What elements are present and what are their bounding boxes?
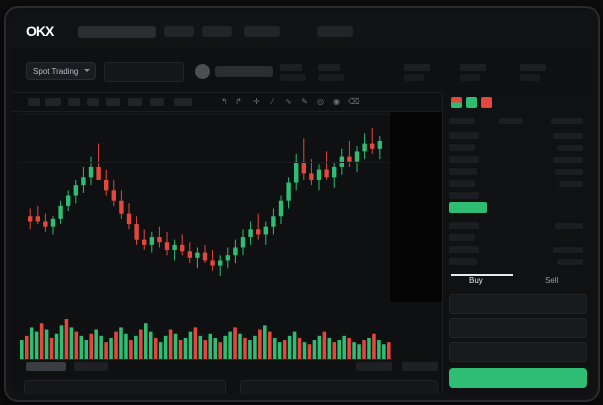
tab-buy-underline — [451, 274, 513, 276]
submit-order-button[interactable] — [449, 368, 587, 388]
stat-4-value — [460, 74, 480, 81]
chevron-down-icon — [84, 69, 90, 72]
tab-buy[interactable]: Buy — [469, 276, 483, 285]
stat-2-value — [318, 74, 344, 81]
coin-avatar — [195, 64, 210, 79]
order-total-field[interactable] — [449, 342, 587, 362]
table-row[interactable] — [449, 246, 479, 253]
stat-5-label — [520, 64, 546, 71]
volume-chart — [20, 314, 392, 360]
nav-item-1[interactable] — [164, 26, 194, 37]
magnet-icon[interactable]: ◎ — [317, 97, 324, 106]
bottom-panel-1[interactable] — [24, 380, 226, 394]
interval-button-6[interactable] — [128, 98, 142, 106]
eraser-icon[interactable]: ⌫ — [348, 97, 360, 106]
redo-icon[interactable]: ↱ — [235, 97, 242, 106]
interval-button-3[interactable] — [68, 98, 80, 106]
interval-button-2[interactable] — [45, 98, 61, 106]
bottom-tab-right-2[interactable] — [402, 362, 438, 371]
nav-item-2[interactable] — [202, 26, 232, 37]
stat-3-label — [404, 64, 430, 71]
table-row[interactable] — [449, 192, 479, 199]
spread-highlight — [449, 202, 487, 213]
orderbook-col-2 — [499, 118, 523, 124]
orderbook-bids-icon[interactable] — [466, 97, 477, 108]
interval-button-5[interactable] — [106, 98, 120, 106]
table-row[interactable] — [449, 222, 479, 229]
nav-item-3[interactable] — [244, 26, 280, 37]
pencil-icon[interactable]: ✎ — [301, 97, 308, 106]
price-chart[interactable] — [20, 114, 438, 310]
orderbook-both-icon[interactable] — [451, 97, 462, 108]
stat-2-label — [318, 64, 340, 71]
interval-button-4[interactable] — [87, 98, 99, 106]
stat-5-value — [520, 74, 540, 81]
undo-icon[interactable]: ↰ — [221, 97, 228, 106]
overlay-shadow — [390, 112, 442, 302]
order-price-field[interactable] — [449, 294, 587, 314]
market-type-label: Spot Trading — [33, 67, 79, 76]
last-price-value — [215, 66, 273, 77]
order-amount-field[interactable] — [449, 318, 587, 338]
device-frame: OKX Spot Trading ↰ ↱ ✛ ⁄ ∿ ✎ ◎ ◉ ⌫ — [4, 6, 600, 402]
pair-selector[interactable] — [104, 62, 184, 82]
trading-app: OKX Spot Trading ↰ ↱ ✛ ⁄ ∿ ✎ ◎ ◉ ⌫ — [12, 14, 592, 394]
orderbook-col-3 — [551, 118, 583, 124]
orderbook-col-1 — [449, 118, 475, 124]
stat-1-value — [280, 74, 306, 81]
bottom-panel-2[interactable] — [240, 380, 438, 394]
table-row[interactable] — [449, 180, 475, 187]
search-input[interactable] — [78, 26, 156, 38]
table-row[interactable] — [449, 258, 477, 265]
orderbook-asks-icon[interactable] — [481, 97, 492, 108]
tab-sell[interactable]: Sell — [545, 276, 559, 285]
top-navigation-bar: OKX — [12, 14, 592, 48]
bottom-tab-2[interactable] — [74, 362, 108, 371]
wave-icon[interactable]: ∿ — [285, 97, 292, 106]
crosshair-icon[interactable]: ✛ — [253, 97, 260, 106]
nav-item-4[interactable] — [317, 26, 353, 37]
stat-1-label — [280, 64, 302, 71]
okx-logo[interactable]: OKX — [26, 23, 54, 39]
stat-4-label — [460, 64, 486, 71]
candlestick-series — [28, 128, 382, 276]
bottom-tab-1[interactable] — [26, 362, 66, 371]
table-row[interactable] — [449, 132, 479, 139]
table-row[interactable] — [449, 156, 479, 163]
interval-button-1[interactable] — [28, 98, 40, 106]
market-type-selector[interactable]: Spot Trading — [26, 62, 96, 80]
interval-button-7[interactable] — [150, 98, 164, 106]
indicators-button[interactable] — [174, 98, 192, 106]
trendline-icon[interactable]: ⁄ — [271, 97, 274, 106]
order-book-panel: Buy Sell — [442, 92, 592, 394]
stat-3-value — [404, 74, 424, 81]
table-row[interactable] — [449, 168, 477, 175]
eye-icon[interactable]: ◉ — [333, 97, 340, 106]
volume-baseline — [20, 359, 392, 360]
bottom-tab-right-1[interactable] — [356, 362, 392, 371]
table-row[interactable] — [449, 234, 475, 241]
table-row[interactable] — [449, 144, 475, 151]
